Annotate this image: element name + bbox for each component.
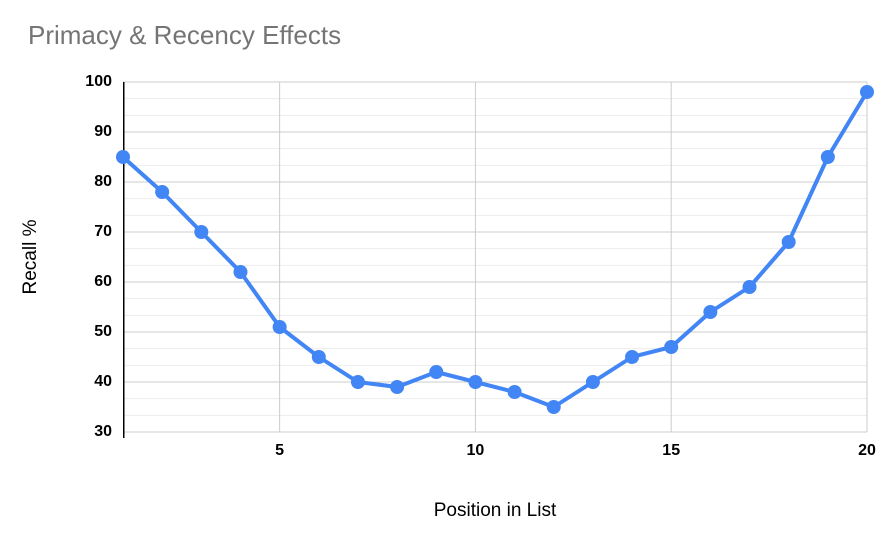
data-point-marker xyxy=(390,380,405,394)
data-point-marker xyxy=(350,375,365,389)
data-point-marker xyxy=(781,235,796,249)
data-point-marker xyxy=(664,340,679,354)
x-tick-label: 10 xyxy=(466,442,485,459)
data-point-marker xyxy=(507,385,522,399)
data-point-marker xyxy=(233,265,248,279)
data-point-marker xyxy=(155,185,170,199)
x-tick-label: 20 xyxy=(858,442,876,459)
y-tick-label: 90 xyxy=(94,123,112,140)
data-point-marker xyxy=(742,280,757,294)
y-tick-label: 70 xyxy=(94,223,112,240)
y-tick-label: 80 xyxy=(94,173,112,190)
x-axis-ticks: 5 10 15 20 xyxy=(123,441,876,463)
y-tick-label: 50 xyxy=(94,323,112,340)
data-point-marker xyxy=(860,85,874,99)
y-tick-label: 40 xyxy=(94,373,112,390)
data-point-marker xyxy=(820,150,835,164)
y-tick-label: 100 xyxy=(85,73,112,90)
data-point-marker xyxy=(429,365,444,379)
data-point-marker xyxy=(468,375,483,389)
y-tick-label: 30 xyxy=(94,423,112,440)
data-point-marker xyxy=(272,320,287,334)
x-axis-title: Position in List xyxy=(433,500,557,521)
y-tick-label: 60 xyxy=(94,273,112,290)
x-tick-label: 5 xyxy=(275,442,285,459)
line-chart-svg xyxy=(116,81,874,438)
data-point-marker xyxy=(116,150,130,164)
data-point-marker xyxy=(194,225,209,239)
series-line xyxy=(121,90,869,409)
data-point-marker xyxy=(625,350,640,364)
data-point-marker xyxy=(703,305,718,319)
data-point-marker xyxy=(546,400,561,414)
plot-area xyxy=(116,81,874,438)
data-point-marker xyxy=(311,350,326,364)
y-axis-ticks: 100 90 80 70 60 50 40 30 xyxy=(0,73,112,440)
data-point-marker xyxy=(585,375,600,389)
chart-title: Primacy & Recency Effects xyxy=(28,20,342,50)
x-tick-label: 15 xyxy=(662,442,681,459)
